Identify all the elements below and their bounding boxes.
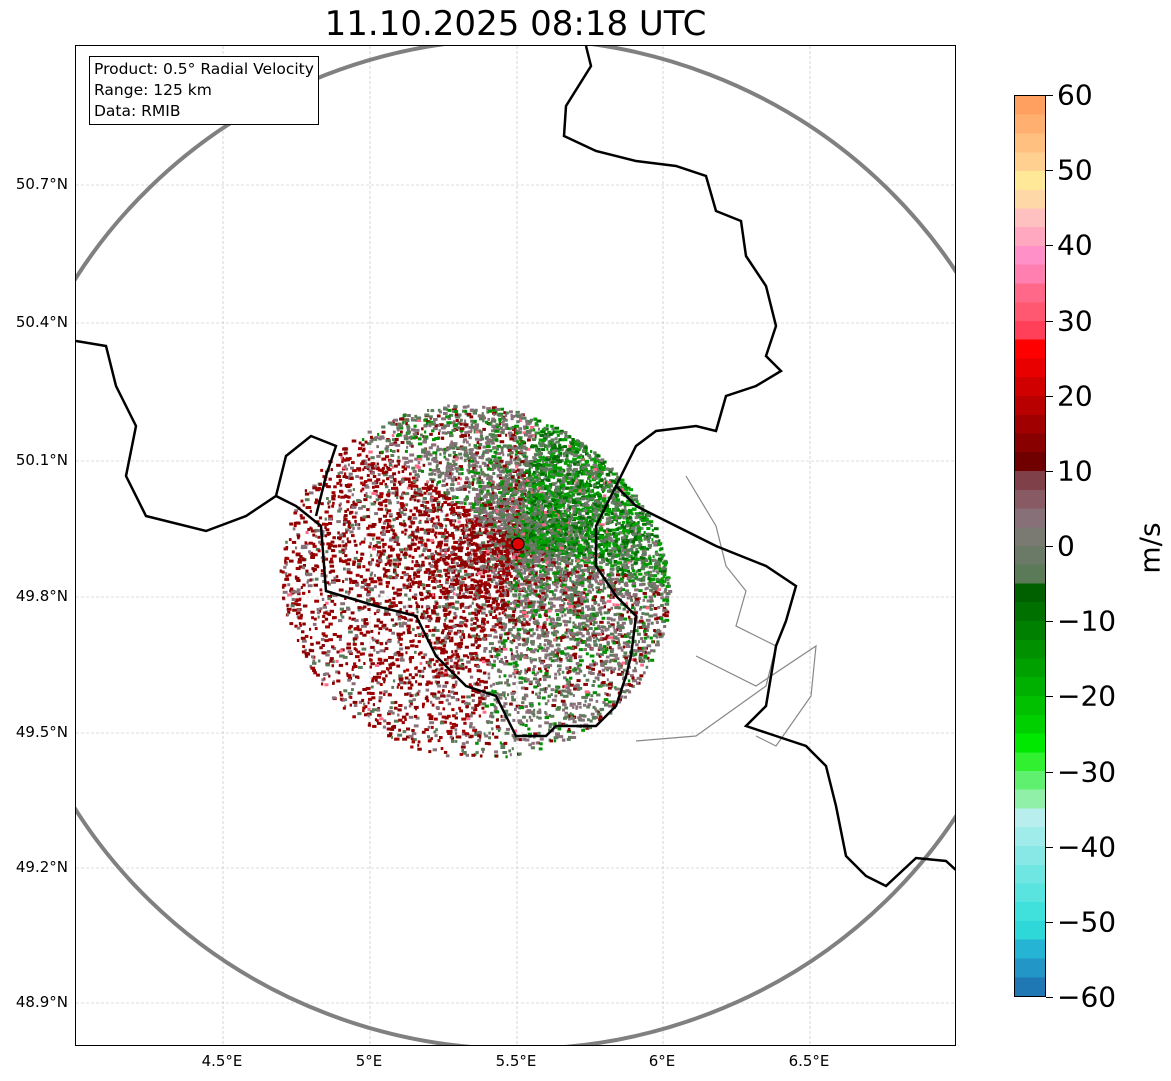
colorbar-tick — [1046, 170, 1053, 172]
radar-site-marker — [511, 537, 525, 551]
map-canvas — [76, 46, 955, 1045]
lon-tick-label: 6.5°E — [788, 1052, 830, 1070]
colorbar-tick — [1046, 470, 1053, 472]
lon-tick-label: 4.5°E — [201, 1052, 243, 1070]
chart-title: 11.10.2025 08:18 UTC — [324, 4, 707, 44]
colorbar-tick — [1046, 245, 1053, 247]
region-border — [635, 475, 777, 742]
lat-tick-label: 48.9°N — [15, 993, 68, 1011]
country-border — [76, 46, 784, 738]
lon-tick-label: 6°E — [648, 1052, 676, 1070]
product-label: Product: 0.5° Radial Velocity — [94, 60, 314, 78]
colorbar-tick-label: −50 — [1057, 905, 1117, 939]
data-source-label: Data: RMIB — [94, 102, 181, 120]
colorbar — [1014, 95, 1046, 997]
lat-tick-label: 49.5°N — [15, 723, 68, 741]
range-label: Range: 125 km — [94, 81, 212, 99]
colorbar-tick-label: −40 — [1057, 830, 1117, 864]
lat-tick-label: 49.2°N — [15, 858, 68, 876]
colorbar-tick-label: 20 — [1057, 379, 1093, 413]
colorbar-tick — [1046, 95, 1053, 96]
colorbar-tick — [1046, 621, 1053, 623]
velocity-echoes — [279, 404, 673, 759]
colorbar-tick — [1046, 846, 1053, 848]
colorbar-tick — [1046, 546, 1053, 547]
colorbar-tick-label: 50 — [1057, 153, 1093, 187]
colorbar-tick-label: 30 — [1057, 304, 1093, 337]
lon-tick-label: 5°E — [355, 1052, 383, 1070]
colorbar-tick-label: −20 — [1057, 679, 1117, 713]
colorbar-tick — [1046, 921, 1053, 923]
country-border — [274, 434, 338, 517]
lat-tick-label: 50.4°N — [15, 313, 68, 331]
colorbar-tick-label: −10 — [1057, 604, 1117, 638]
colorbar-tick — [1046, 696, 1053, 698]
colorbar-tick-label: −30 — [1057, 755, 1117, 788]
colorbar-tick-label: 10 — [1057, 454, 1093, 488]
lat-tick-label: 50.1°N — [15, 451, 68, 469]
region-border — [695, 644, 817, 747]
colorbar-tick — [1046, 771, 1053, 773]
lat-tick-label: 50.7°N — [15, 175, 68, 193]
colorbar-tick — [1046, 395, 1053, 397]
info-box: Product: 0.5° Radial Velocity Range: 125… — [89, 56, 319, 125]
colorbar-tick-label: 0 — [1057, 529, 1075, 563]
colorbar-tick-label: −60 — [1057, 980, 1117, 1014]
colorbar-tick-label: 60 — [1057, 78, 1093, 112]
radar-map[interactable] — [75, 45, 956, 1046]
lat-tick-label: 49.8°N — [15, 587, 68, 605]
colorbar-unit-label: m/s — [1133, 522, 1167, 574]
colorbar-tick-label: 40 — [1057, 228, 1093, 262]
lon-tick-label: 5.5°E — [495, 1052, 537, 1070]
colorbar-tick — [1046, 320, 1053, 322]
country-border — [615, 485, 955, 888]
colorbar-tick — [1046, 997, 1053, 998]
